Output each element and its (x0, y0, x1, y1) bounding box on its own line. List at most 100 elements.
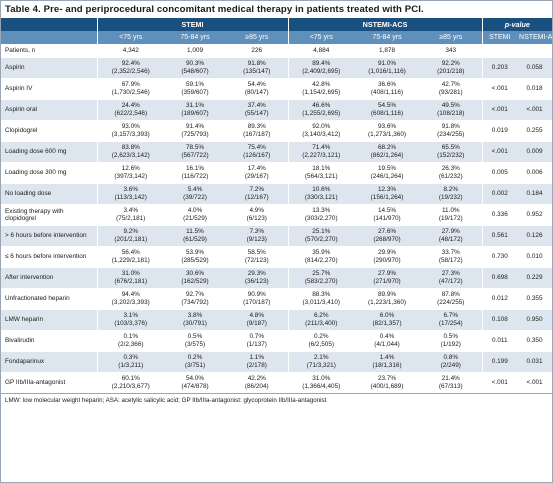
data-cell: 8.2% (19/232) (420, 183, 483, 205)
data-cell: 88.3% (3,011/3,410) (287, 288, 355, 310)
pvalue-nstemi: <.001 (517, 372, 553, 393)
row-label: ≤ 6 hours before intervention (1, 246, 97, 268)
table-row: > 6 hours before intervention 9.2% (201/2,… (1, 225, 553, 247)
cell-count: (303/2,270) (304, 215, 338, 222)
cell-count: (676/2,181) (114, 278, 148, 285)
cell-count: (86/204) (244, 383, 269, 390)
cell-percent: 46.6% (312, 102, 331, 110)
cell-percent: 3.4% (123, 207, 139, 215)
cell-percent: 8.2% (443, 186, 459, 194)
data-cell: 49.5% (108/218) (420, 99, 483, 121)
pvalue-stemi: 0.561 (481, 225, 518, 247)
cell-count: (80/147) (244, 89, 269, 96)
cell-count: (2,352/2,546) (111, 68, 150, 75)
data-cell: 91.8% (135/147) (226, 57, 289, 79)
cell-count: (141/970) (373, 215, 401, 222)
cell-count: (2,623/3,142) (111, 152, 150, 159)
table-body: Patients, n 4,342 1,009 226 4,884 1,878 343 Asp… (1, 44, 553, 393)
data-cell: 0.5% (1/192) (420, 330, 483, 352)
cell-percent: 18.1% (312, 165, 331, 173)
cell-count: (1/137) (246, 341, 267, 348)
pvalue-nstemi: 0.058 (517, 57, 553, 79)
cell-count: (116/722) (181, 173, 209, 180)
cell-percent: 17.4% (247, 165, 266, 173)
cell-count: (1/192) (440, 341, 461, 348)
table-row: ≤ 6 hours before intervention 56.4% (1,229… (1, 246, 553, 268)
cell-count: (3,202/3,393) (111, 299, 150, 306)
cell-count: (18/1,316) (372, 362, 402, 369)
data-cell: 6.0% (82/1,357) (354, 309, 421, 331)
cell-percent: 92.0% (312, 123, 331, 131)
cell-percent: 42.7% (441, 81, 460, 89)
cell-percent: 343 (445, 47, 457, 55)
cell-percent: 25.1% (312, 228, 331, 236)
data-cell: 54.4% (80/147) (226, 78, 289, 100)
cell-count: (6/123) (246, 215, 267, 222)
cell-percent: 88.3% (312, 291, 331, 299)
cell-percent: 12.6% (121, 165, 140, 173)
cell-count: (1,229/2,181) (111, 257, 150, 264)
cell-percent: 92.7% (185, 291, 205, 299)
table-row: Loading dose 300 mg 12.6% (397/3,142) 16.1%… (1, 162, 553, 184)
cell-percent: 92.4% (121, 60, 140, 68)
pvalue-stemi: 0.108 (481, 309, 518, 331)
cell-count: (113/3,142) (114, 194, 147, 201)
cell-percent: 11.5% (186, 228, 204, 236)
table-row: LMW heparin 3.1% (103/3,376) 3.8% (30/791) 4.… (1, 309, 553, 331)
data-cell: 26.3% (61/232) (420, 162, 483, 184)
cell-count: (55/147) (244, 110, 269, 117)
data-cell: 92.2% (201/218) (420, 57, 483, 79)
cell-count: (285/529) (181, 257, 209, 264)
cell-percent: 6.2% (313, 312, 329, 320)
cell-percent: 4,884 (313, 47, 330, 55)
cell-percent: 42.2% (247, 375, 266, 383)
data-cell: 14.5% (141/970) (354, 204, 421, 226)
group-stemi: STEMI (96, 18, 289, 31)
cell-percent: 27.9% (441, 228, 460, 236)
data-cell: 42.8% (1,154/2,695) (287, 78, 355, 100)
data-cell: 35.9% (814/2,270) (287, 246, 355, 268)
cell-count: (189/607) (181, 110, 209, 117)
cell-count: (3/575) (184, 341, 206, 348)
data-cell: 4.9% (6/123) (226, 204, 289, 226)
data-cell: 3.1% (103/3,376) (96, 309, 164, 331)
cell-count: (734/792) (181, 299, 209, 306)
cell-percent: 23.7% (377, 375, 397, 383)
subheader-nstemi-75-84: 75-84 yrs (354, 31, 421, 45)
cell-percent: 49.5% (441, 102, 460, 110)
cell-count: (3,140/3,412) (302, 131, 341, 138)
cell-count: (75/2,181) (116, 215, 146, 222)
cell-percent: 75.4% (247, 144, 266, 152)
data-cell: 89.3% (167/187) (226, 120, 289, 142)
cell-percent: 7.2% (249, 186, 265, 194)
cell-percent: 226 (251, 47, 263, 55)
data-cell: 9.2% (201/2,181) (96, 225, 164, 247)
pvalue-stemi: <.001 (481, 78, 518, 100)
cell-percent: 71.4% (312, 144, 331, 152)
row-label: Loading dose 300 mg (1, 162, 97, 184)
data-cell: 42.7% (93/281) (420, 78, 483, 100)
cell-percent: 26.3% (441, 165, 460, 173)
data-cell: 0.2% (6/2,505) (287, 330, 355, 352)
cell-count: (12/167) (244, 194, 269, 201)
pvalue-nstemi: 0.350 (517, 330, 553, 352)
cell-percent: 59.1% (185, 81, 205, 89)
subheader-nstemi-ge85: ≥85 yrs (420, 31, 483, 45)
data-cell: 31.0% (676/2,181) (96, 267, 164, 289)
therapy-table: STEMI NSTEMI-ACS p-value <75 yrs 75-84 y… (1, 18, 553, 393)
row-label: Unfractionated heparin (1, 288, 97, 310)
subheader-blank (1, 31, 97, 45)
row-label: Aspirin IV (1, 78, 97, 100)
pvalue-nstemi: 0.006 (517, 162, 553, 184)
data-cell: 0.3% (1/3,211) (96, 351, 164, 373)
data-cell: 25.7% (583/2,270) (287, 267, 355, 289)
cell-count: (290/970) (373, 257, 401, 264)
data-cell: 27.6% (268/970) (354, 225, 421, 247)
data-cell: 2.1% (71/3,321) (287, 351, 355, 373)
cell-count: (1,255/2,695) (302, 110, 341, 117)
cell-percent: 21.4% (441, 375, 460, 383)
cell-percent: 9.2% (123, 228, 139, 236)
cell-percent: 91.8% (247, 60, 266, 68)
cell-count: (622/2,546) (114, 110, 148, 117)
